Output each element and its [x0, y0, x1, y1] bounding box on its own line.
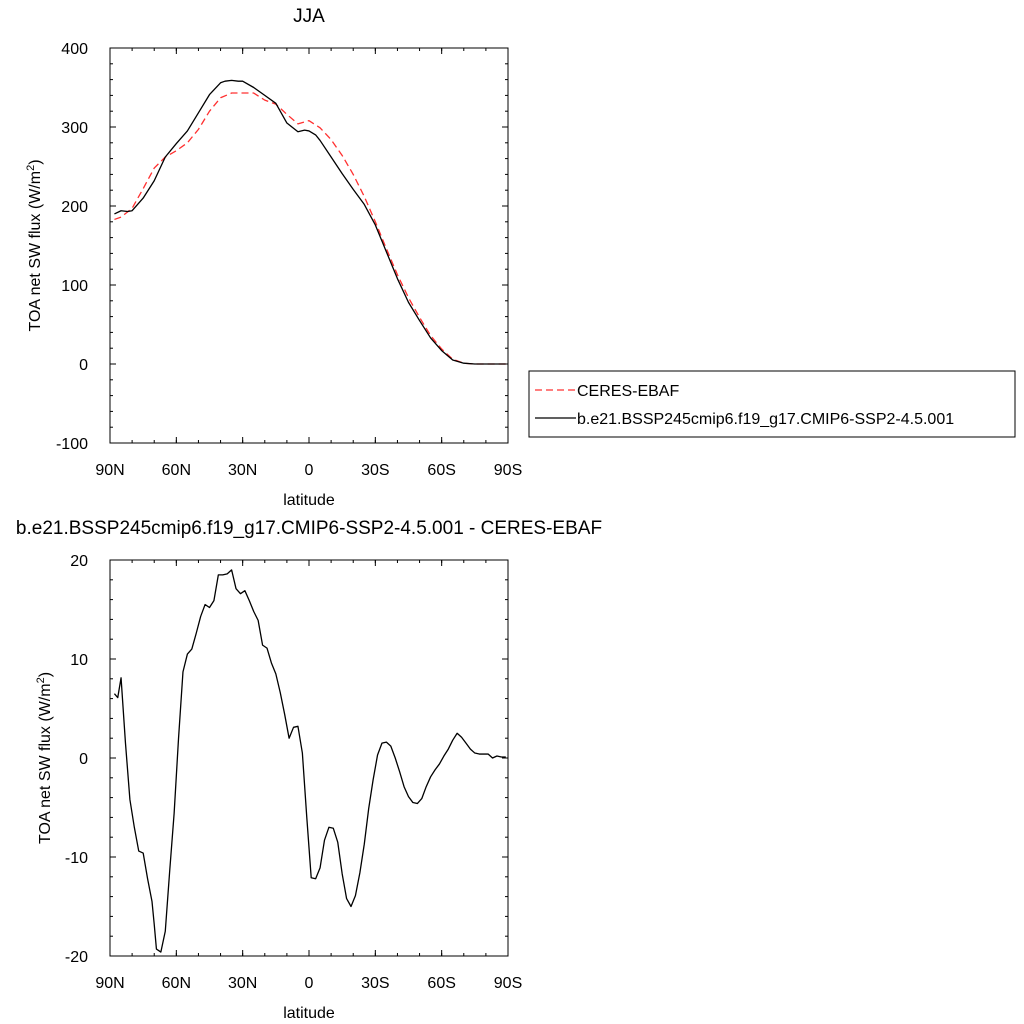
- p0-x-tick-label: 90N: [95, 462, 124, 479]
- bottom-plot-series: [113, 569, 506, 953]
- bottom-plot-minor-ticks: [109, 559, 509, 957]
- bottom-plot-major-ticks: [109, 559, 509, 957]
- bottom-plot-y-axis-label-close: ): [37, 672, 54, 677]
- bottom-plot-y-tick-labels: 20 10 0 -10 -20: [65, 553, 88, 966]
- p1-x-tick-label: 30N: [228, 975, 257, 992]
- p0-y-tick-label: 400: [61, 41, 88, 58]
- p0-y-tick-label: 100: [61, 278, 88, 295]
- top-plot-major-ticks: [109, 47, 509, 444]
- p0-y-tick-label: 300: [61, 120, 88, 137]
- top-plot-series: [114, 79, 506, 365]
- p0-y-tick-label: -100: [56, 436, 88, 453]
- p0-y-tick-label: 200: [61, 199, 88, 216]
- top-plot-minor-ticks: [109, 47, 509, 444]
- p0-series-line-1: [114, 79, 506, 365]
- p0-y-tick-label: 0: [79, 357, 88, 374]
- bottom-plot-y-axis-label-superscript: 2: [35, 677, 47, 683]
- p1-y-tick-label: 10: [70, 652, 88, 669]
- p0-x-tick-label: 90S: [494, 462, 522, 479]
- p1-series-line-0: [113, 569, 506, 953]
- bottom-plot: b.e21.BSSP245cmip6.f19_g17.CMIP6-SSP2-4.…: [16, 518, 602, 1022]
- p1-y-tick-label: 0: [79, 751, 88, 768]
- p0-x-tick-label: 0: [305, 462, 314, 479]
- p1-y-tick-label: -20: [65, 949, 88, 966]
- p1-x-tick-label: 90N: [95, 975, 124, 992]
- legend-label-ceres-ebaf: CERES-EBAF: [577, 383, 679, 400]
- bottom-plot-y-axis-label-text: TOA net SW flux (W/m: [37, 683, 54, 844]
- top-plot-title: JJA: [293, 6, 325, 27]
- top-plot-frame: [109, 47, 509, 444]
- p0-series-line-0: [114, 92, 506, 365]
- p1-y-tick-label: -10: [65, 850, 88, 867]
- p0-x-tick-label: 30S: [361, 462, 389, 479]
- p0-x-tick-label: 60S: [427, 462, 455, 479]
- bottom-plot-title: b.e21.BSSP245cmip6.f19_g17.CMIP6-SSP2-4.…: [16, 518, 602, 539]
- bottom-plot-y-axis-label: TOA net SW flux (W/m2): [35, 672, 54, 844]
- top-plot-y-axis-label-close: ): [27, 159, 44, 164]
- p0-x-tick-label: 60N: [162, 462, 191, 479]
- legend-box: [528, 370, 1016, 438]
- p0-x-tick-label: 30N: [228, 462, 257, 479]
- top-plot-y-tick-labels: 400 300 200 100 0 -100: [56, 41, 88, 453]
- top-plot-x-axis-label: latitude: [283, 492, 335, 509]
- bottom-plot-x-tick-labels: 90N 60N 30N 0 30S 60S 90S: [95, 975, 522, 992]
- p1-y-tick-label: 20: [70, 553, 88, 570]
- legend: CERES-EBAF b.e21.BSSP245cmip6.f19_g17.CM…: [528, 370, 1016, 438]
- legend-label-model: b.e21.BSSP245cmip6.f19_g17.CMIP6-SSP2-4.…: [577, 411, 954, 428]
- top-plot-y-axis-label-text: TOA net SW flux (W/m: [27, 171, 44, 332]
- top-plot-y-axis-label-superscript: 2: [25, 165, 37, 171]
- p1-x-tick-label: 90S: [494, 975, 522, 992]
- top-plot-y-axis-label: TOA net SW flux (W/m2): [25, 159, 44, 331]
- p1-x-tick-label: 0: [305, 975, 314, 992]
- top-plot-x-tick-labels: 90N 60N 30N 0 30S 60S 90S: [95, 462, 522, 479]
- p1-x-tick-label: 60S: [427, 975, 455, 992]
- bottom-plot-x-axis-label: latitude: [283, 1005, 335, 1022]
- bottom-plot-frame: [109, 559, 509, 957]
- p1-x-tick-label: 30S: [361, 975, 389, 992]
- p1-x-tick-label: 60N: [162, 975, 191, 992]
